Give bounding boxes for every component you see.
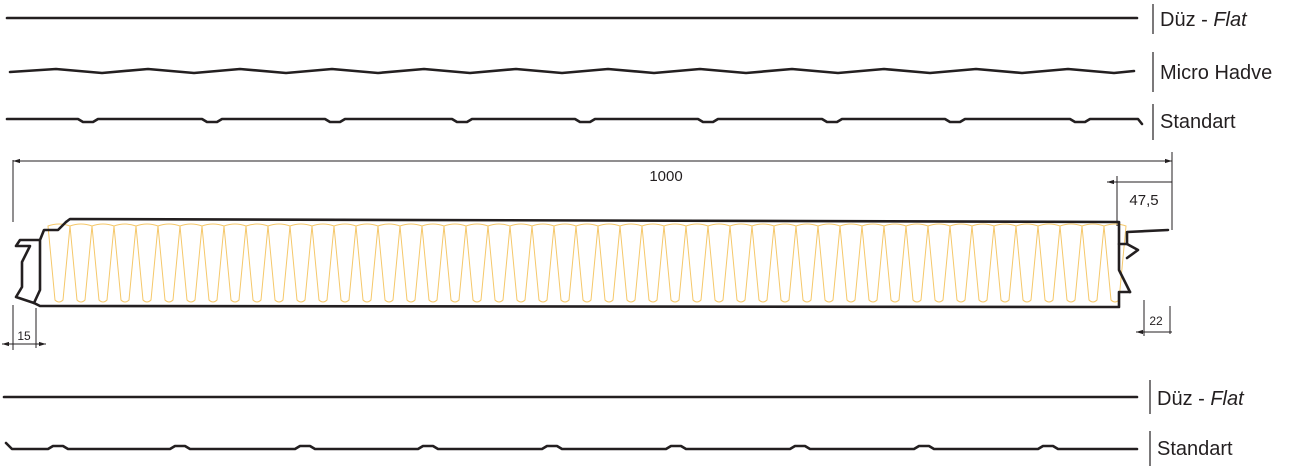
insulation-fiber — [47, 223, 71, 303]
insulation-fiber — [509, 223, 533, 303]
insulation-fiber — [245, 223, 269, 303]
insulation-fiber — [1103, 223, 1127, 303]
insulation-fiber — [729, 223, 753, 303]
insulation-fiber — [1059, 223, 1083, 303]
label-standart-bottom: Standart — [1157, 438, 1233, 460]
insulation-fiber — [399, 223, 423, 303]
insulation-fiber — [179, 223, 203, 303]
insulation-fiber — [685, 223, 709, 303]
insulation-fiber — [223, 223, 247, 303]
insulation-fiber — [993, 223, 1017, 303]
panel-outer-skin — [64, 217, 1170, 246]
dimension-left-edge: 15 — [2, 305, 46, 350]
insulation-fiber — [113, 223, 137, 303]
insulation-fiber — [333, 223, 357, 303]
standart-line-bottom — [4, 441, 1139, 451]
insulation-fiber — [421, 223, 445, 303]
insulation-fiber — [157, 223, 181, 303]
insulation-fiber — [663, 223, 687, 303]
profile-standart-top: Standart — [5, 104, 1236, 140]
label-flat-bottom: Düz - Flat — [1157, 388, 1245, 410]
insulation-fiber — [619, 223, 643, 303]
insulation-fiber — [575, 223, 599, 303]
label-standart-top: Standart — [1160, 111, 1236, 133]
insulation-fiber — [707, 223, 731, 303]
overlap-value: 47,5 — [1129, 192, 1158, 209]
insulation-fiber — [465, 223, 489, 303]
insulation-fiber — [553, 223, 577, 303]
insulation-fiber — [267, 223, 291, 303]
insulation-fiber — [949, 223, 973, 303]
micro-hadve-line — [8, 67, 1136, 75]
panel-left-joint — [14, 220, 68, 305]
insulation-fiber — [751, 223, 775, 303]
profile-standart-bottom: Standart — [4, 431, 1233, 466]
panel-inner-skin — [32, 290, 1132, 309]
insulation-fiber — [69, 223, 93, 303]
insulation-fiber — [597, 223, 621, 303]
insulation-fiber — [289, 223, 313, 303]
insulation-fiber — [201, 223, 225, 303]
profile-micro-hadve: Micro Hadve — [8, 52, 1272, 92]
insulation-fiber — [377, 223, 401, 303]
insulation-fiber — [355, 223, 379, 303]
insulation-fiber — [861, 223, 885, 303]
right-edge-value: 22 — [1149, 314, 1163, 328]
dimension-overlap: 47,5 — [1107, 176, 1172, 226]
insulation-fiber — [91, 223, 115, 303]
insulation-fiber — [487, 223, 511, 303]
insulation-fiber — [443, 223, 467, 303]
insulation-fiber — [971, 223, 995, 303]
profile-flat-bottom: Düz - Flat — [2, 380, 1245, 414]
profile-flat-top: Düz - Flat — [5, 4, 1248, 34]
panel-cross-section — [14, 217, 1170, 309]
insulation-fiber — [1081, 223, 1105, 303]
left-edge-value: 15 — [17, 329, 31, 343]
insulation-fiber — [817, 223, 841, 303]
dimension-width: 1000 — [12, 152, 1173, 230]
insulation-fiber — [839, 223, 863, 303]
insulation-fiber — [883, 223, 907, 303]
width-value: 1000 — [649, 168, 682, 185]
label-micro-hadve: Micro Hadve — [1160, 62, 1272, 84]
insulation-fiber — [773, 223, 797, 303]
insulation-fiber — [531, 223, 555, 303]
panel-right-joint — [1117, 242, 1140, 294]
insulation-fiber — [927, 223, 951, 303]
insulation-core — [47, 223, 1127, 303]
dimension-right-edge: 22 — [1136, 300, 1172, 336]
insulation-fiber — [135, 223, 159, 303]
insulation-fiber — [1015, 223, 1039, 303]
standart-line-top — [5, 117, 1144, 126]
insulation-fiber — [795, 223, 819, 303]
insulation-fiber — [311, 223, 335, 303]
label-flat-top: Düz - Flat — [1160, 9, 1248, 31]
insulation-fiber — [641, 223, 665, 303]
insulation-fiber — [1037, 223, 1061, 303]
insulation-fiber — [905, 223, 929, 303]
